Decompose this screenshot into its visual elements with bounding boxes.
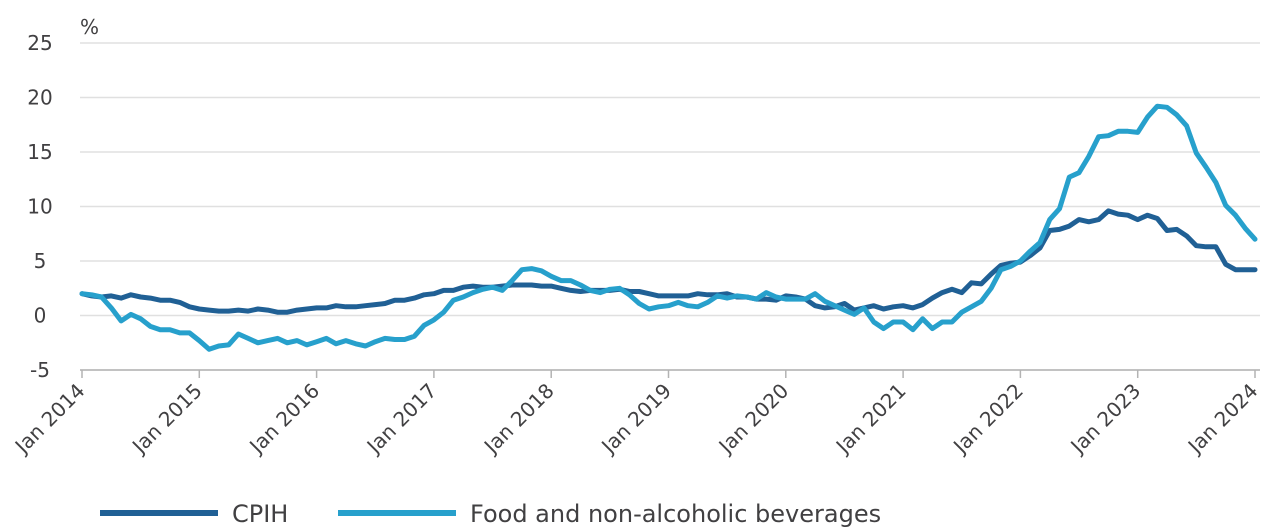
x-tick-label: Jan 2021	[830, 379, 911, 460]
y-tick-label: 15	[27, 140, 52, 164]
y-tick-label: 5	[34, 249, 47, 273]
x-tick-label: Jan 2015	[126, 379, 207, 460]
y-tick-label: -5	[30, 358, 50, 382]
y-tick-label: 0	[34, 304, 47, 328]
x-tick-label: Jan 2017	[361, 379, 442, 460]
series-line	[79, 208, 1258, 315]
y-tick-label: 20	[27, 86, 52, 110]
x-tick-label: Jan 2018	[478, 379, 559, 460]
x-tick-label: Jan 2014	[9, 379, 90, 460]
y-tick-label: 10	[27, 195, 52, 219]
legend-label: Food and non-alcoholic beverages	[470, 500, 881, 528]
x-tick-label: Jan 2016	[243, 379, 324, 460]
series-line	[79, 103, 1258, 352]
x-tick-label: Jan 2019	[595, 379, 676, 460]
y-unit: %	[80, 15, 99, 39]
x-tick-label: Jan 2023	[1065, 379, 1146, 460]
x-tick-label: Jan 2024	[1182, 379, 1262, 460]
y-tick-label: 25	[27, 31, 52, 55]
x-tick-label: Jan 2020	[713, 379, 794, 460]
legend-label: CPIH	[232, 500, 288, 528]
x-tick-label: Jan 2022	[947, 379, 1028, 460]
